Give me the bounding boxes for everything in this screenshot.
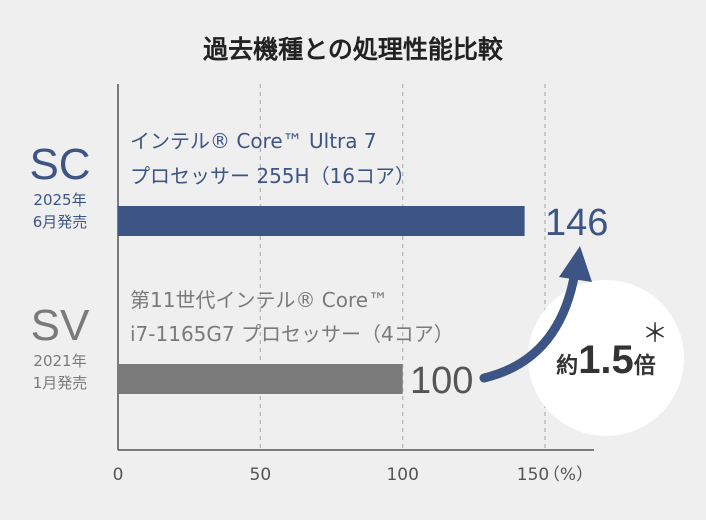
ratio-text: 約1.5倍 <box>556 338 656 382</box>
chart-title: 過去機種との処理性能比較 <box>203 35 504 64</box>
value-label-sv: 100 <box>410 360 473 402</box>
asterisk-mark: ＊ <box>642 319 668 349</box>
cpu-desc-sc-line2: プロセッサー 255H（16コア） <box>130 164 415 188</box>
cpu-desc-sc-line1: インテル® Core™ Ultra 7 <box>130 129 377 153</box>
ratio-callout-circle <box>528 280 684 436</box>
x-tick-label-0: 0 <box>113 465 124 485</box>
arrow-head-icon <box>559 246 592 282</box>
ratio-suffix: 倍 <box>634 353 656 379</box>
release-date-sc-year: 2025年 <box>33 191 86 209</box>
x-tick-labels: 0 50 100 150 <box>113 465 550 485</box>
x-tick-label-150: 150 <box>517 465 549 485</box>
ratio-number: 1.5 <box>578 338 634 382</box>
tier-label-sc: SC <box>29 140 90 189</box>
release-date-sv-year: 2021年 <box>33 352 86 370</box>
bar-sv <box>118 364 403 394</box>
x-unit-label: （%） <box>543 465 593 485</box>
growth-arrow-icon <box>479 267 580 383</box>
tier-label-sv: SV <box>31 301 90 350</box>
x-tick-label-100: 100 <box>386 465 418 485</box>
cpu-desc-sv-line2: i7-1165G7 プロセッサー（4コア） <box>130 322 454 346</box>
release-date-sc-month: 6月発売 <box>33 213 88 231</box>
release-date-sv-month: 1月発売 <box>33 374 88 392</box>
x-tick-label-50: 50 <box>250 465 272 485</box>
ratio-prefix: 約 <box>556 353 578 379</box>
bar-sc <box>118 206 525 236</box>
value-label-sc: 146 <box>545 202 608 244</box>
cpu-desc-sv-line1: 第11世代インテル® Core™ <box>130 288 388 312</box>
